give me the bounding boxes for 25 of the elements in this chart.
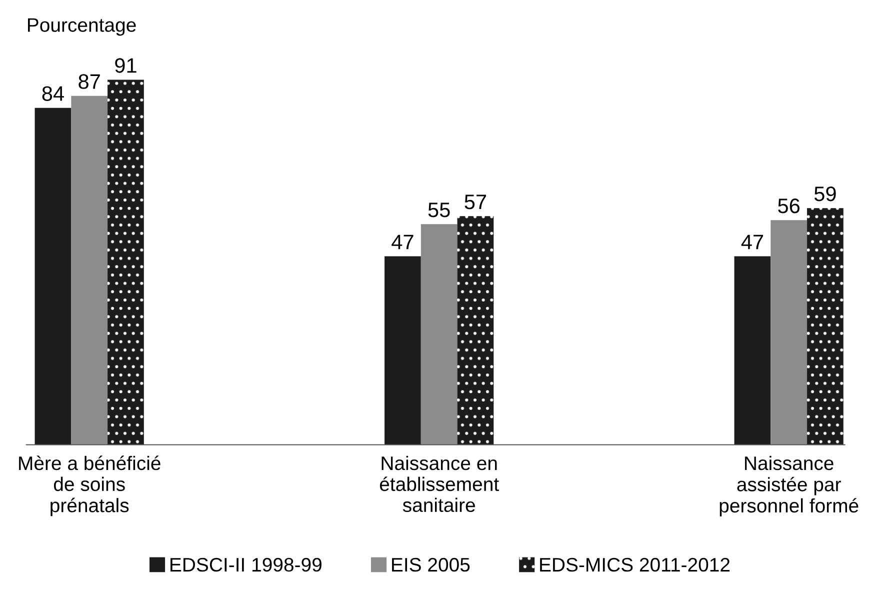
data-label: 47 [392,234,414,250]
data-label: 84 [42,86,64,101]
data-label: 47 [741,234,764,250]
data-label: 59 [814,186,836,202]
y-axis-title: Pourcentage [28,18,136,36]
bar [108,80,144,445]
bar [71,96,108,445]
data-label: 91 [115,58,136,73]
legend-label: EIS 2005 [392,558,470,572]
legend-label: EDSCI-II 1998-99 [170,558,322,572]
legend-label: EDS-MICS 2011-2012 [540,558,730,572]
data-label: 56 [778,198,800,214]
data-label: 87 [78,74,100,89]
bar [384,256,421,445]
x-tick-label: Naissance en établissement sanitaire [380,456,499,512]
bar [770,220,808,445]
bar [420,224,458,445]
bar [734,256,771,445]
data-label: 55 [428,202,450,218]
x-tick-label: Naissance assistée par personnel formé [720,456,858,516]
x-tick-label: Mère a bénéficié de soins prénatals [19,456,160,516]
data-label: 57 [464,194,486,210]
bar [34,108,72,445]
bar [457,216,494,445]
bar [807,208,844,445]
